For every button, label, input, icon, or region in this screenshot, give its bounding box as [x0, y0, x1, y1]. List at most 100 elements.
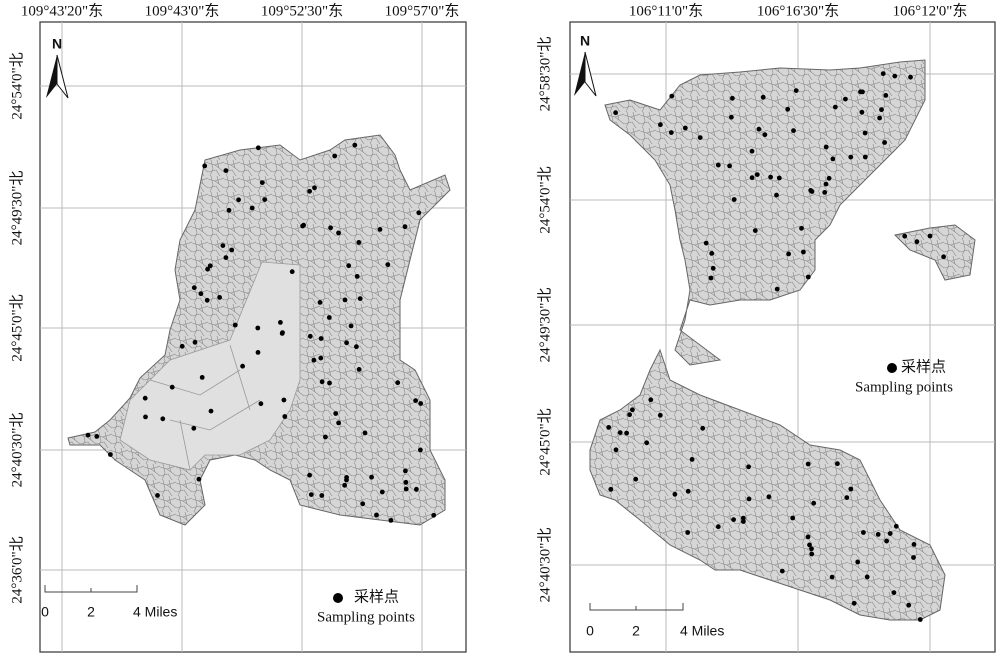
sampling-point: [617, 430, 623, 435]
sampling-point: [196, 476, 202, 482]
sampling-point: [823, 181, 829, 187]
lon-label: 109°43'0"东: [145, 2, 220, 19]
study-area-north: [604, 59, 926, 366]
sampling-point: [731, 517, 736, 522]
sampling-point: [403, 486, 409, 492]
sampling-point: [786, 251, 791, 257]
map-frame: [39, 21, 467, 653]
scale-label: 2: [632, 623, 640, 639]
sampling-point: [379, 489, 385, 495]
sampling-point: [740, 515, 746, 521]
sampling-point: [862, 130, 868, 136]
sampling-point: [884, 538, 889, 544]
sampling-point: [336, 230, 341, 236]
sampling-point: [226, 207, 232, 213]
sampling-point: [762, 132, 768, 138]
sampling-point: [301, 222, 306, 228]
sampling-point: [388, 518, 394, 523]
sampling-point: [223, 168, 229, 174]
sampling-point: [752, 228, 758, 234]
map-frame: [569, 21, 996, 653]
sampling-point: [192, 339, 198, 345]
sampling-point: [709, 251, 715, 256]
sampling-point: [413, 398, 418, 403]
north-arrow: [56, 54, 69, 99]
sampling-point: [793, 88, 799, 93]
sampling-point: [669, 93, 675, 99]
lon-label: 109°52'30"东: [261, 2, 343, 19]
sampling-point: [385, 262, 391, 267]
sampling-point: [319, 493, 325, 498]
sampling-point: [307, 472, 312, 478]
sampling-point: [369, 474, 374, 480]
sampling-point: [202, 163, 208, 169]
sampling-point: [319, 379, 325, 385]
sampling-point: [191, 285, 197, 291]
sampling-point: [657, 412, 663, 418]
sampling-point: [402, 224, 408, 230]
sampling-point: [672, 491, 678, 497]
sampling-point: [848, 486, 854, 492]
sampling-point: [746, 464, 751, 470]
sampling-point: [697, 135, 703, 141]
sampling-point: [217, 295, 223, 300]
sampling-point: [902, 233, 908, 239]
sampling-point: [259, 180, 265, 186]
sampling-point: [911, 542, 917, 547]
sampling-point: [418, 447, 423, 453]
sampling-point: [703, 240, 709, 246]
sampling-point: [891, 590, 897, 595]
sampling-point: [431, 512, 437, 518]
sampling-point: [94, 434, 100, 439]
sampling-point: [280, 330, 285, 335]
sampling-point: [281, 397, 287, 403]
sampling-point: [416, 210, 422, 216]
scale-bar: [589, 603, 684, 611]
sampling-point: [356, 367, 362, 372]
sampling-point: [318, 336, 324, 341]
sampling-point: [809, 546, 814, 552]
sampling-point: [927, 233, 933, 239]
sampling-point: [229, 247, 235, 253]
sampling-point: [374, 512, 379, 518]
sampling-point: [282, 414, 288, 419]
sampling-point: [785, 106, 791, 112]
sampling-point: [879, 107, 884, 113]
legend-symbol: [887, 363, 897, 373]
sampling-point: [766, 494, 772, 500]
sampling-point: [774, 192, 779, 198]
sampling-point: [829, 574, 835, 580]
legend-label-cn: 采样点: [901, 358, 946, 375]
sampling-point: [880, 71, 886, 76]
sampling-point: [906, 602, 912, 608]
sampling-point: [859, 109, 865, 115]
sampling-point: [911, 555, 916, 560]
lat-label: 24°58'30"北: [536, 37, 553, 112]
scale-label: 0: [586, 623, 594, 639]
sampling-point: [855, 559, 861, 565]
sampling-point: [779, 568, 785, 574]
sampling-point: [348, 323, 354, 329]
lat-label: 24°49'30"北: [8, 171, 25, 246]
sampling-point: [342, 297, 348, 303]
sampling-point: [207, 263, 213, 269]
sampling-point: [352, 142, 358, 148]
sampling-point: [155, 493, 160, 498]
sampling-point: [730, 95, 735, 101]
north-arrow: [574, 52, 585, 96]
sampling-point: [354, 274, 360, 279]
sampling-point: [198, 291, 204, 297]
sampling-point: [776, 175, 782, 181]
sampling-point: [240, 363, 246, 369]
sampling-point: [877, 115, 882, 121]
sampling-point: [318, 355, 324, 361]
sampling-point: [307, 333, 313, 339]
scale-label: 0: [41, 604, 49, 620]
sampling-point: [756, 126, 762, 132]
sampling-point: [262, 197, 268, 203]
boundary-lines: [149, 344, 261, 471]
sampling-point: [864, 574, 870, 580]
sampling-point: [760, 94, 766, 100]
sampling-point: [403, 479, 409, 485]
